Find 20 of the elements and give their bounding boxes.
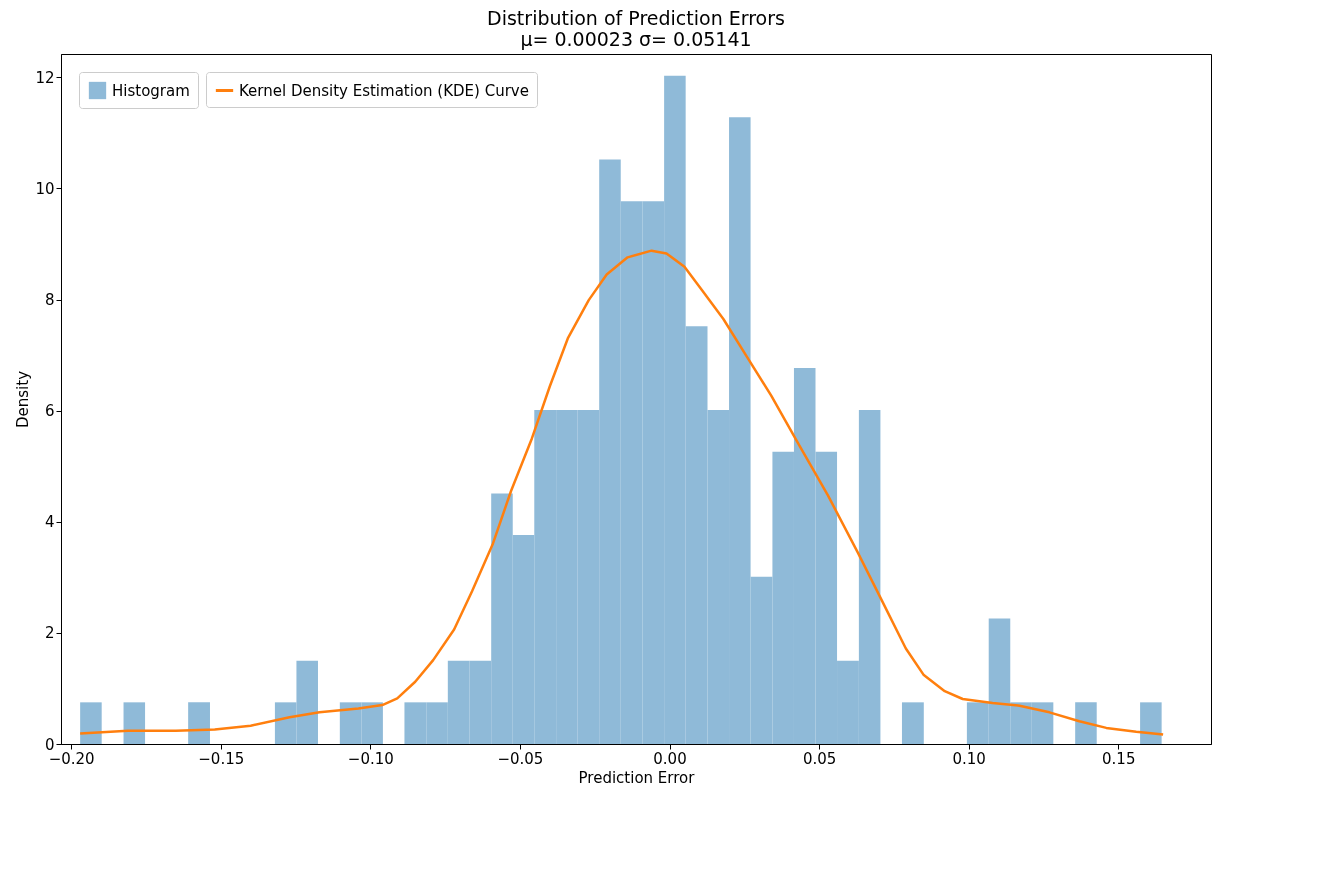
x-tick-label: 0.05 [802, 749, 837, 768]
x-axis-title: Prediction Error [578, 768, 696, 787]
y-tick-label: 4 [44, 513, 55, 532]
y-tick-label: 6 [44, 402, 55, 421]
x-tick-label: 0.10 [952, 749, 986, 768]
y-tick-label: 8 [44, 291, 55, 310]
x-tick-label: −0.10 [347, 749, 394, 768]
y-tick-label: 2 [44, 624, 55, 643]
chart-title: Distribution of Prediction Errors [487, 7, 785, 29]
x-tick-label: 0.15 [1102, 749, 1136, 768]
y-axis-title: Density [14, 370, 33, 429]
y-tick-label: 10 [35, 179, 55, 198]
y-tick-label: 12 [35, 68, 55, 87]
x-tick-label: 0.00 [653, 749, 687, 768]
line-series [78, 249, 1165, 736]
x-tick-label: −0.05 [497, 749, 544, 768]
x-tick-label: −0.15 [198, 749, 245, 768]
legend-label: Histogram [112, 81, 190, 100]
chart-subtitle: μ= 0.00023 σ= 0.05141 [520, 28, 752, 50]
legend-label: Kernel Density Estimation (KDE) Curve [239, 81, 529, 100]
